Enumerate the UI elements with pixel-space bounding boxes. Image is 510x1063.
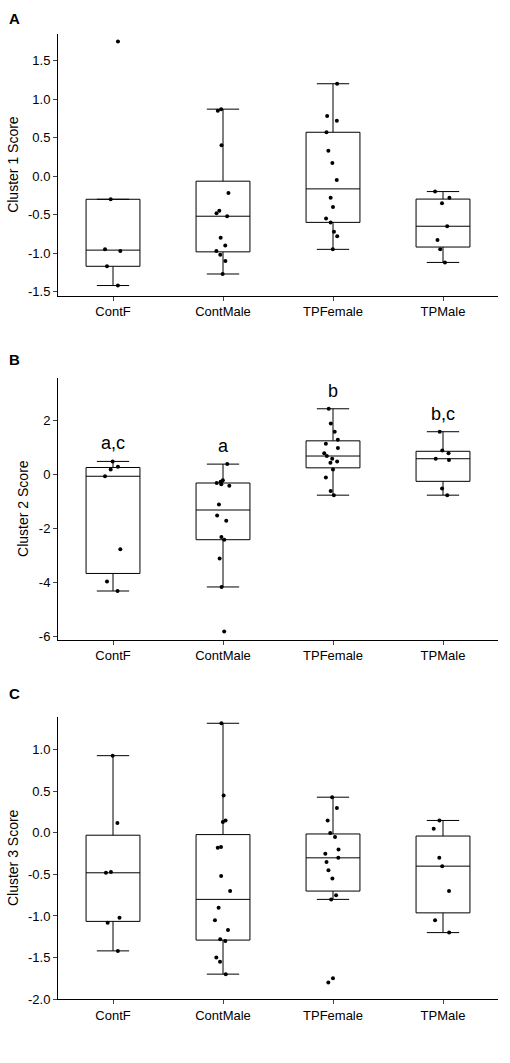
svg-text:b: b — [328, 381, 338, 401]
svg-text:-2: -2 — [39, 521, 51, 536]
svg-text:TPFemale: TPFemale — [303, 1008, 363, 1023]
svg-text:-0.5: -0.5 — [28, 867, 50, 882]
svg-text:-1.5: -1.5 — [28, 950, 50, 965]
svg-text:0.0: 0.0 — [32, 169, 50, 184]
svg-text:-1.0: -1.0 — [28, 909, 50, 924]
svg-text:TPFemale: TPFemale — [303, 648, 363, 663]
svg-text:ContMale: ContMale — [195, 1008, 251, 1023]
svg-text:TPMale: TPMale — [421, 304, 466, 319]
svg-text:-1.5: -1.5 — [28, 284, 50, 299]
svg-text:-4: -4 — [39, 575, 51, 590]
svg-text:1.0: 1.0 — [32, 742, 50, 757]
svg-text:ContF: ContF — [95, 648, 130, 663]
svg-text:1.5: 1.5 — [32, 53, 50, 68]
svg-text:Cluster 3 Score: Cluster 3 Score — [5, 809, 21, 906]
svg-text:0.0: 0.0 — [32, 825, 50, 840]
svg-text:ContF: ContF — [95, 304, 130, 319]
svg-text:-2.0: -2.0 — [28, 992, 50, 1007]
svg-text:B: B — [9, 351, 20, 368]
svg-text:ContMale: ContMale — [195, 648, 251, 663]
svg-text:1.0: 1.0 — [32, 92, 50, 107]
svg-text:2: 2 — [43, 413, 50, 428]
svg-text:C: C — [9, 685, 20, 702]
svg-text:TPFemale: TPFemale — [303, 304, 363, 319]
svg-text:A: A — [9, 10, 20, 27]
svg-text:0.5: 0.5 — [32, 130, 50, 145]
svg-text:0: 0 — [43, 467, 50, 482]
svg-text:TPMale: TPMale — [421, 648, 466, 663]
svg-text:TPMale: TPMale — [421, 1008, 466, 1023]
svg-text:a: a — [218, 436, 229, 456]
svg-text:0.5: 0.5 — [32, 784, 50, 799]
svg-text:ContF: ContF — [95, 1008, 130, 1023]
svg-text:a,c: a,c — [101, 433, 125, 453]
svg-text:b,c: b,c — [431, 404, 455, 424]
svg-text:-1.0: -1.0 — [28, 246, 50, 261]
svg-text:Cluster 2 Score: Cluster 2 Score — [15, 460, 31, 557]
svg-text:Cluster 1 Score: Cluster 1 Score — [5, 116, 21, 213]
svg-text:-0.5: -0.5 — [28, 207, 50, 222]
svg-text:-6: -6 — [39, 629, 51, 644]
svg-text:ContMale: ContMale — [195, 304, 251, 319]
